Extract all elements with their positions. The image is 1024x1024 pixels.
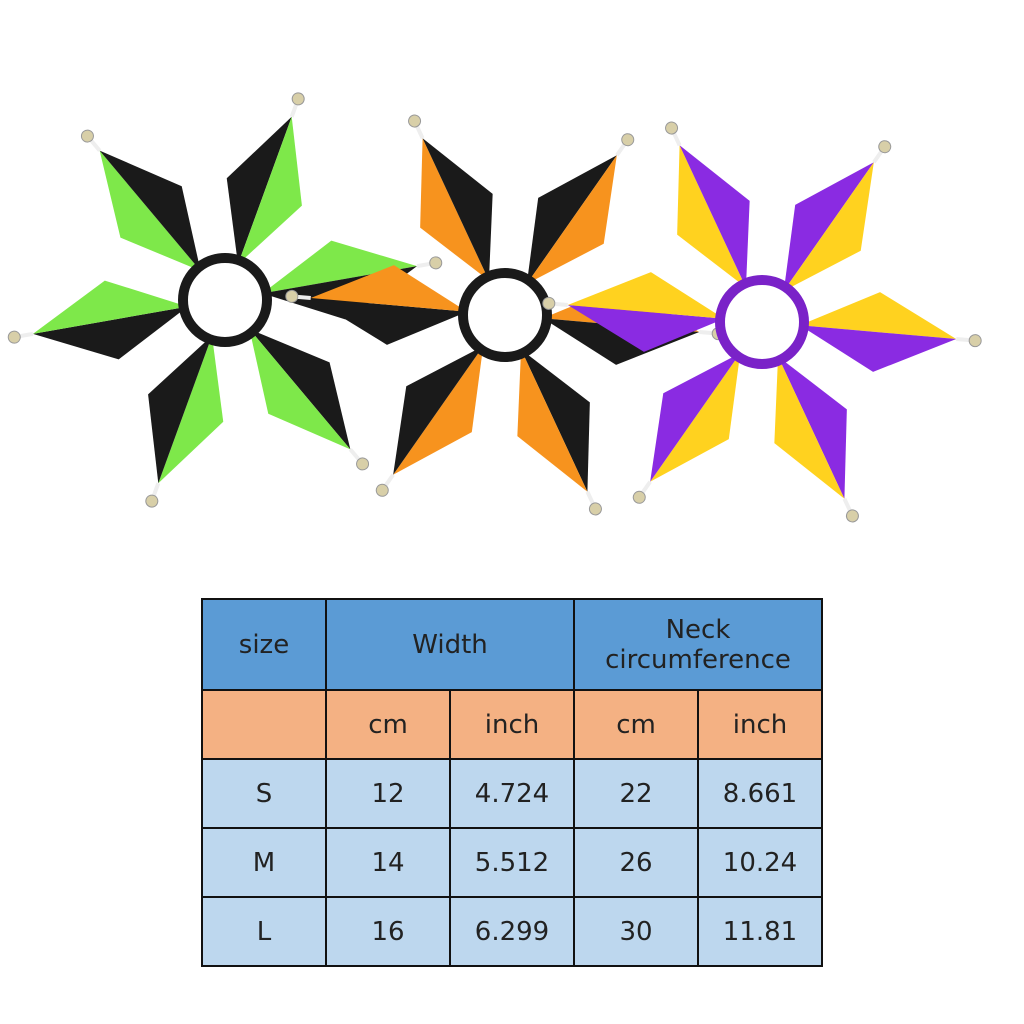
cell: 22 xyxy=(573,758,699,830)
cell: 4.724 xyxy=(449,758,575,830)
green-collar xyxy=(0,77,451,523)
cell: 5.512 xyxy=(449,827,575,899)
empty-cell xyxy=(201,689,327,761)
unit-cell: cm xyxy=(325,689,451,761)
unit-cell: cm xyxy=(573,689,699,761)
purple-collar xyxy=(537,103,987,541)
size-row: M 14 5.512 26 10.24 xyxy=(201,827,823,899)
cell: 11.81 xyxy=(697,896,823,967)
size-row: S 12 4.724 22 8.661 xyxy=(201,758,823,830)
orange-collar xyxy=(280,96,730,534)
cell: L xyxy=(201,896,327,967)
cell: 8.661 xyxy=(697,758,823,830)
header-row: size Width Neck circumference xyxy=(201,597,823,692)
unit-cell: inch xyxy=(449,689,575,761)
size-table: size Width Neck circumference cm inch cm… xyxy=(201,597,823,967)
unit-cell: inch xyxy=(697,689,823,761)
cell: 26 xyxy=(573,827,699,899)
product-photo xyxy=(0,77,987,541)
header-cell: size xyxy=(201,597,327,692)
size-row: L 16 6.299 30 11.81 xyxy=(201,896,823,967)
cell: 16 xyxy=(325,896,451,967)
cell: 30 xyxy=(573,896,699,967)
cell: M xyxy=(201,827,327,899)
cell: 12 xyxy=(325,758,451,830)
cell: 6.299 xyxy=(449,896,575,967)
cell: 10.24 xyxy=(697,827,823,899)
cell: 14 xyxy=(325,827,451,899)
unit-row: cm inch cm inch xyxy=(201,689,823,761)
header-cell: Width xyxy=(325,597,575,692)
header-cell: Neck circumference xyxy=(573,597,823,692)
cell: S xyxy=(201,758,327,830)
